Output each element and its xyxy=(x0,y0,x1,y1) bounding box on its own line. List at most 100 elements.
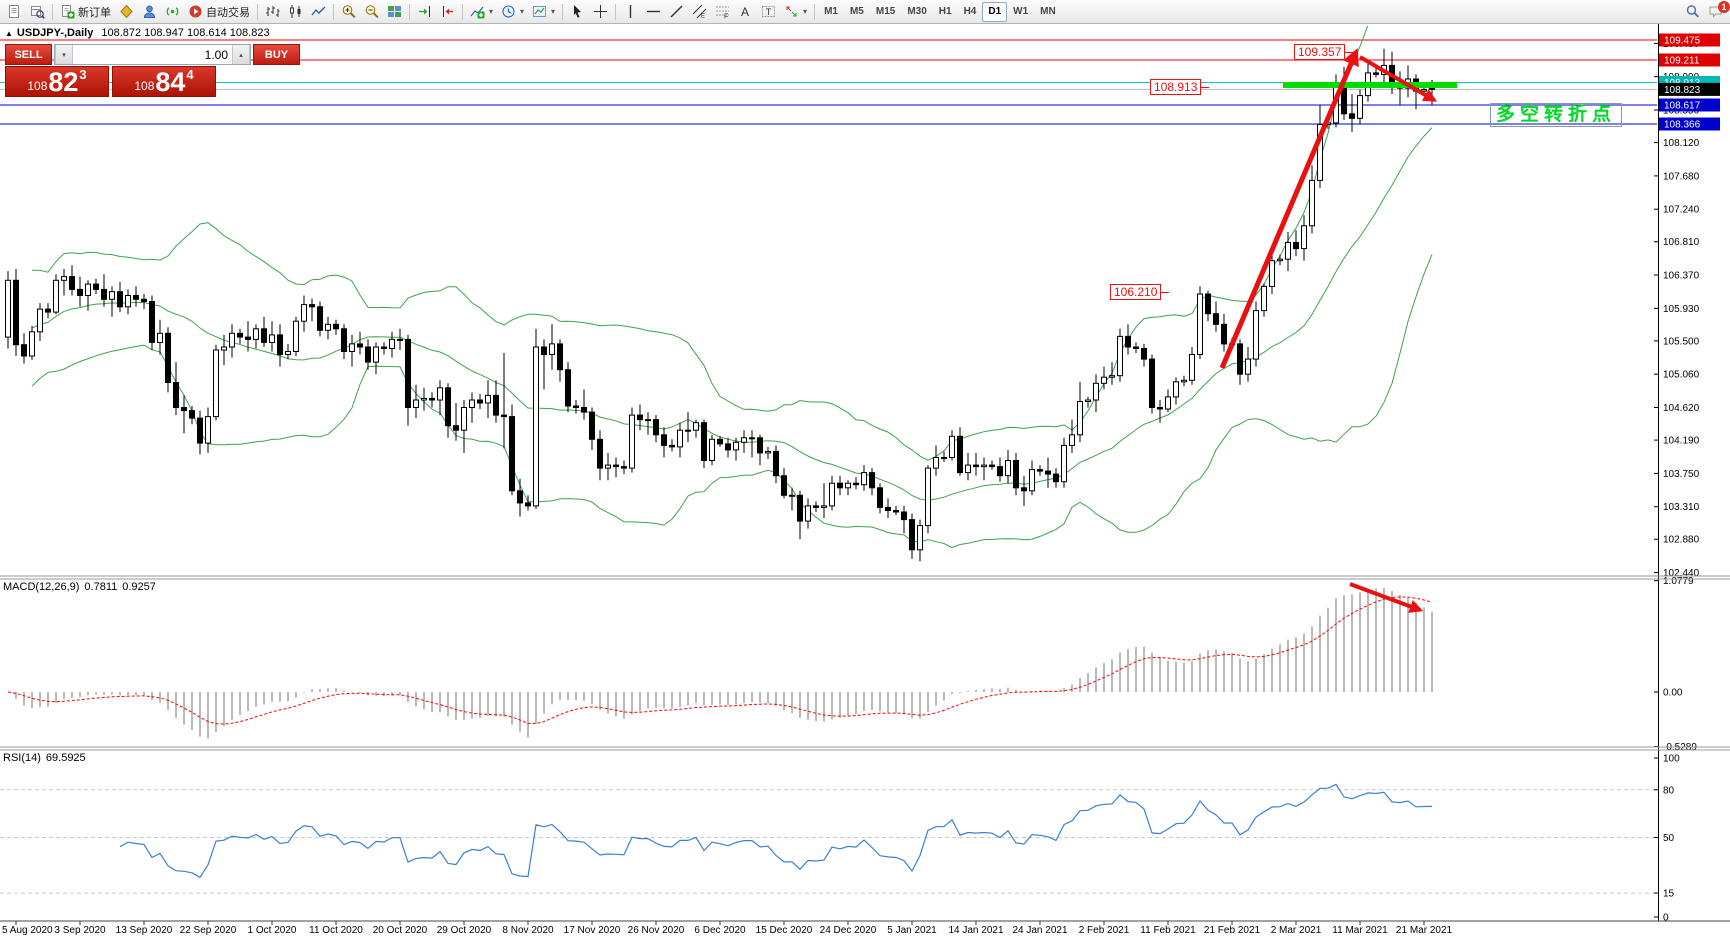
sell-price[interactable]: 108 82 3 xyxy=(5,66,109,97)
svg-text:1 Oct 2020: 1 Oct 2020 xyxy=(248,925,297,936)
rsi-value: 69.5925 xyxy=(45,752,86,764)
vertical-line-icon[interactable] xyxy=(619,2,642,22)
market-depth-icon[interactable] xyxy=(115,2,138,22)
timeframe-D1-button[interactable]: D1 xyxy=(982,1,1008,22)
candles xyxy=(5,48,1435,562)
dropdown-arrow-icon[interactable]: ▾ xyxy=(520,7,525,16)
support-highlight-bar[interactable] xyxy=(1283,82,1457,88)
arrows-icon[interactable]: ▾ xyxy=(780,2,811,22)
svg-text:14 Jan 2021: 14 Jan 2021 xyxy=(948,925,1003,936)
buy-button[interactable]: BUY xyxy=(253,44,300,65)
one-click-trading-panel: SELL ▾ ▴ BUY 108 82 3 108 84 4 xyxy=(5,44,300,97)
svg-text:107.240: 107.240 xyxy=(1663,205,1700,216)
macd-pane-splitter[interactable] xyxy=(0,573,1730,581)
crosshair-icon[interactable] xyxy=(589,2,612,22)
price-tag-106.210[interactable]: 106.210 xyxy=(1110,284,1170,300)
dropdown-arrow-icon[interactable]: ▾ xyxy=(551,7,556,16)
svg-text:102.440: 102.440 xyxy=(1663,568,1700,579)
collapse-icon[interactable]: ▲ xyxy=(5,29,13,38)
buy-price-big: 84 xyxy=(155,67,186,97)
trend-arrow-2[interactable] xyxy=(1358,55,1437,102)
auto-scroll-icon[interactable] xyxy=(413,2,436,22)
horizontal-line-icon[interactable] xyxy=(642,2,665,22)
timeframe-W1-button[interactable]: W1 xyxy=(1007,2,1034,22)
svg-text:106.810: 106.810 xyxy=(1663,237,1700,248)
timeframe-M1-button[interactable]: M1 xyxy=(818,2,844,22)
svg-text:6 Dec 2020: 6 Dec 2020 xyxy=(694,925,746,936)
zoom-out-icon[interactable] xyxy=(360,2,383,22)
text-icon[interactable]: A xyxy=(734,2,757,22)
timeframe-MN-button[interactable]: MN xyxy=(1034,2,1062,22)
sell-price-big: 82 xyxy=(48,67,79,97)
print-preview-icon[interactable] xyxy=(3,2,26,22)
community-icon[interactable] xyxy=(138,2,161,22)
svg-text:100: 100 xyxy=(1663,754,1680,765)
chart-shift-icon[interactable] xyxy=(436,2,459,22)
sell-price-prefix: 108 xyxy=(27,79,48,93)
svg-text:80: 80 xyxy=(1663,785,1675,796)
trendline-icon[interactable] xyxy=(665,2,688,22)
zoom-in-icon[interactable] xyxy=(337,2,360,22)
svg-text:109.475: 109.475 xyxy=(1664,36,1701,47)
svg-text:108.823: 108.823 xyxy=(1664,85,1701,96)
svg-text:105.500: 105.500 xyxy=(1663,336,1700,347)
volume-input[interactable] xyxy=(73,45,232,64)
tile-windows-icon[interactable] xyxy=(383,2,406,22)
equidistant-channel-icon[interactable]: E xyxy=(688,2,711,22)
svg-text:15: 15 xyxy=(1663,889,1675,900)
svg-text:50: 50 xyxy=(1663,833,1675,844)
line-chart-icon[interactable] xyxy=(307,2,330,22)
price-tag-108.913[interactable]: 108.913 xyxy=(1150,79,1210,95)
search-icon[interactable] xyxy=(1681,2,1704,22)
svg-text:108.120: 108.120 xyxy=(1663,138,1700,149)
macd-signal-value: 0.9257 xyxy=(122,581,156,593)
timeframe-H1-button[interactable]: H1 xyxy=(933,2,958,22)
timeframe-M30-button[interactable]: M30 xyxy=(901,2,932,22)
new-order-button[interactable]: 新订单 xyxy=(56,2,115,22)
data-window-icon[interactable] xyxy=(26,2,49,22)
fibonacci-icon[interactable]: F xyxy=(711,2,734,22)
text-label-icon[interactable]: T xyxy=(757,2,780,22)
svg-text:29 Oct 2020: 29 Oct 2020 xyxy=(437,925,492,936)
sell-button[interactable]: SELL xyxy=(5,44,52,65)
svg-text:T: T xyxy=(766,7,772,17)
svg-text:21 Mar 2021: 21 Mar 2021 xyxy=(1396,925,1453,936)
buy-price-prefix: 108 xyxy=(134,79,155,93)
buy-price[interactable]: 108 84 4 xyxy=(112,66,216,97)
svg-text:3 Sep 2020: 3 Sep 2020 xyxy=(54,925,106,936)
price-axis[interactable] xyxy=(1658,24,1730,922)
indicators-icon[interactable]: ▾ xyxy=(466,2,497,22)
templates-icon[interactable]: ▾ xyxy=(528,2,559,22)
signals-icon[interactable] xyxy=(161,2,184,22)
buy-price-pip: 4 xyxy=(186,67,194,82)
time-axis[interactable] xyxy=(0,922,1730,940)
svg-text:108.617: 108.617 xyxy=(1664,101,1701,112)
timeframe-H4-button[interactable]: H4 xyxy=(958,2,983,22)
alerts-icon[interactable]: 1 xyxy=(1704,0,1730,22)
timeframe-M5-button[interactable]: M5 xyxy=(844,2,870,22)
volume-increase-button[interactable]: ▴ xyxy=(232,45,250,64)
turning-point-note[interactable]: 多空转折点 xyxy=(1490,103,1623,127)
svg-text:15 Dec 2020: 15 Dec 2020 xyxy=(756,925,813,936)
periods-icon[interactable]: ▾ xyxy=(497,2,528,22)
trend-arrow-3[interactable] xyxy=(1349,582,1424,613)
rsi-pane-splitter[interactable] xyxy=(0,744,1730,752)
trend-arrow-1[interactable] xyxy=(1219,48,1359,369)
dropdown-arrow-icon[interactable]: ▾ xyxy=(803,7,808,16)
candlestick-chart-icon[interactable] xyxy=(284,2,307,22)
dropdown-arrow-icon[interactable]: ▾ xyxy=(489,7,494,16)
price-tag-109.357[interactable]: 109.357 xyxy=(1294,44,1354,60)
svg-text:103.750: 103.750 xyxy=(1663,469,1700,480)
rsi-line xyxy=(119,783,1433,879)
volume-decrease-button[interactable]: ▾ xyxy=(55,45,73,64)
cursor-icon[interactable] xyxy=(566,2,589,22)
autotrading-button[interactable]: 自动交易 xyxy=(184,2,254,22)
price-badge-108.617: 108.617 xyxy=(1659,98,1720,112)
svg-text:E: E xyxy=(701,14,705,20)
svg-text:13 Sep 2020: 13 Sep 2020 xyxy=(116,925,173,936)
bar-chart-icon[interactable] xyxy=(261,2,284,22)
svg-text:0.00: 0.00 xyxy=(1663,688,1683,699)
timeframe-M15-button[interactable]: M15 xyxy=(870,2,901,22)
svg-text:11 Mar 2021: 11 Mar 2021 xyxy=(1332,925,1388,936)
